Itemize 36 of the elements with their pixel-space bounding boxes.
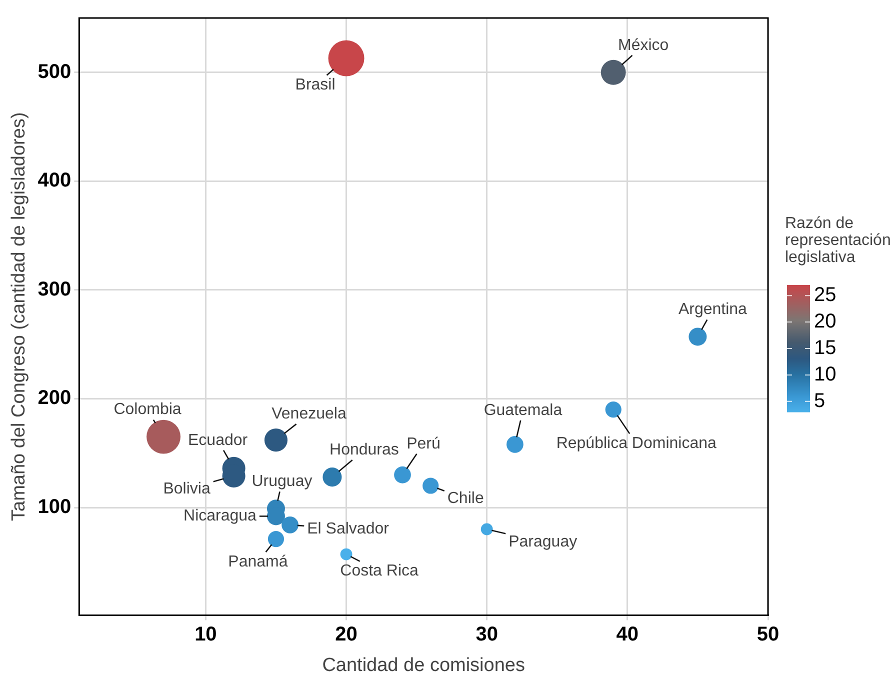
x-tick-label: 20 [335,624,358,646]
annotation: El Salvador [307,520,390,538]
x-tick-label: 40 [616,624,639,646]
annotation: Costa Rica [340,562,418,580]
annotation: Colombia [114,401,182,418]
annotation: Nicaragua [184,508,257,525]
x-tick-label: 10 [194,624,217,646]
annotation: Paraguay [508,534,578,551]
color-bar-label: 20 [814,310,836,333]
y-tick-label: 300 [38,278,72,300]
x-tick-label: 50 [756,624,780,646]
annotation: Bolivia [163,480,210,498]
annotation: Argentina [678,301,748,318]
y-tick-label: 100 [38,496,72,518]
annotation: Chile [447,490,484,508]
color-bar-label: 15 [814,337,836,360]
color-bar-label: 5 [814,390,826,412]
annotation: República Dominicana [556,435,717,452]
annotation: Honduras [330,441,399,458]
annotation: México [618,36,669,54]
annotation: Uruguay [252,473,312,490]
annotation: Brasil [295,76,336,94]
annotation: Ecuador [188,432,248,449]
y-tick-label: 200 [38,387,72,410]
x-tick-label: 30 [476,624,498,646]
y-tick-label: 500 [38,60,72,83]
annotation: Perú [406,435,440,452]
annotation: Guatemala [484,402,562,419]
color-bar-label: 25 [814,284,836,306]
annotation: Venezuela [272,405,346,422]
y-tick-label: 400 [38,170,72,192]
legend-title: Razón de representación legislativa [785,215,891,266]
x-axis-title: Cantidad de comisiones [322,654,525,676]
annotation: Panamá [228,553,288,570]
y-axis-title: Tamaño del Congreso (cantidad de legisladores) [8,112,30,521]
color-bar-label: 10 [814,363,836,386]
